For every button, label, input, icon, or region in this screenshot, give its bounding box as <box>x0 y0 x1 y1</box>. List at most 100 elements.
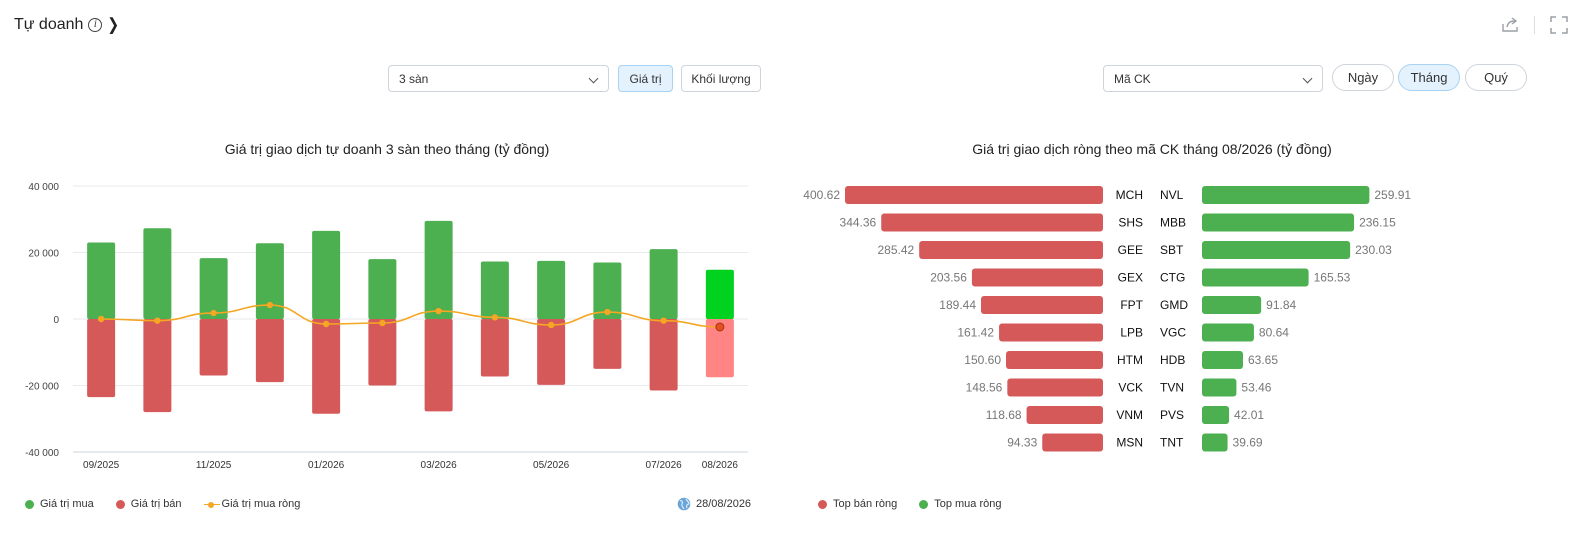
legend-label-buy: Giá trị mua <box>40 498 94 510</box>
buy-value-label: 80.64 <box>1259 326 1289 340</box>
sell-ticker-label: SHS <box>1118 216 1143 230</box>
ticker-select[interactable]: Mã CK <box>1103 65 1323 92</box>
legend-dot-top-buy <box>919 499 929 509</box>
monthly-trading-chart: 40 000 20 000 0 -20 000 -40 000 09/2025 11/202… <box>25 182 748 471</box>
sell-bar <box>971 268 1103 287</box>
sell-bar <box>593 319 622 369</box>
y-tick-label: 20 000 <box>28 249 59 260</box>
x-tick-label: 03/2026 <box>421 460 458 471</box>
sell-ticker-label: VNM <box>1116 408 1143 422</box>
date-stamp: 28/08/2026 <box>677 497 751 511</box>
sell-bar <box>312 319 341 414</box>
sell-value-label: 94.33 <box>1007 436 1037 450</box>
net-point <box>210 309 217 317</box>
buy-bar <box>593 262 622 319</box>
legend-item-net[interactable]: Giá trị mua ròng <box>203 498 301 510</box>
buy-value-label: 91.84 <box>1266 298 1296 312</box>
sell-bar <box>999 323 1103 342</box>
buy-bar <box>537 260 566 319</box>
buy-bar <box>1202 296 1262 314</box>
legend-item-sell[interactable]: Giá trị bán <box>115 498 182 510</box>
sell-bar <box>424 319 453 412</box>
x-tick-label: 09/2025 <box>83 460 120 471</box>
sell-value-label: 344.36 <box>840 216 877 230</box>
sell-ticker-label: HTM <box>1117 353 1143 367</box>
sell-value-label: 118.68 <box>986 408 1022 422</box>
quarter-button[interactable]: Quý <box>1465 64 1527 91</box>
buy-ticker-label: PVS <box>1160 408 1184 422</box>
sell-value-label: 150.60 <box>964 353 1001 367</box>
legend-item-top-buy[interactable]: Top mua ròng <box>919 498 1001 510</box>
left-chart-title: Giá trị giao dịch tự doanh 3 sàn theo th… <box>224 141 550 157</box>
globe-icon <box>677 497 691 511</box>
buy-bar <box>1202 406 1230 424</box>
chevron-right-icon[interactable]: ❯ <box>107 15 120 35</box>
month-button[interactable]: Tháng <box>1398 64 1460 91</box>
legend-label-net: Giá trị mua ròng <box>221 498 301 510</box>
buy-bar <box>1202 378 1237 397</box>
buy-bar <box>143 228 172 319</box>
buy-bar <box>1202 241 1351 259</box>
legend-dot-sell <box>115 499 125 509</box>
fullscreen-icon[interactable] <box>1549 15 1569 35</box>
sell-value-label: 203.56 <box>930 271 967 285</box>
legend-label-top-sell: Top bán ròng <box>833 498 898 510</box>
exchange-select[interactable]: 3 sàn <box>388 65 609 92</box>
volume-button[interactable]: Khối lượng <box>681 65 761 92</box>
buy-bar <box>1202 433 1228 452</box>
legend-line-net <box>203 500 220 508</box>
page-title-group[interactable]: Tự doanh i ❯ <box>14 15 120 35</box>
page-title: Tự doanh <box>14 16 84 33</box>
info-icon[interactable]: i <box>88 18 103 32</box>
sell-ticker-label: FPT <box>1120 298 1143 312</box>
sell-ticker-label: GEE <box>1118 243 1143 257</box>
sell-bar <box>1042 433 1103 452</box>
buy-ticker-label: NVL <box>1160 188 1184 202</box>
buy-bar <box>1202 351 1243 369</box>
sell-bar <box>649 319 678 391</box>
day-button[interactable]: Ngày <box>1332 64 1394 91</box>
net-point <box>547 321 555 329</box>
buy-ticker-label: VGC <box>1160 326 1186 340</box>
buy-ticker-label: TVN <box>1160 381 1184 395</box>
legend-dot-top-sell <box>818 499 827 509</box>
legend-label-sell: Giá trị bán <box>130 498 182 510</box>
net-line <box>101 304 720 328</box>
sell-bar <box>919 241 1103 259</box>
sell-bar <box>368 319 397 386</box>
sell-bar <box>1007 378 1103 397</box>
legend-label-top-buy: Top mua ròng <box>934 498 1002 510</box>
y-tick-label: -40 000 <box>25 448 59 459</box>
net-by-ticker-chart: 400.62 MCH NVL 259.91 344.36 SHS MBB 236.15 285.… <box>803 186 1411 452</box>
x-tick-label: 08/2026 <box>702 460 739 471</box>
buy-ticker-label: TNT <box>1160 436 1184 450</box>
buy-ticker-label: SBT <box>1160 243 1184 257</box>
sell-ticker-label: VCK <box>1118 381 1143 395</box>
x-tick-label: 01/2026 <box>308 460 345 471</box>
sell-bar <box>981 296 1103 314</box>
sell-bar <box>143 319 172 413</box>
sell-bar <box>199 319 228 376</box>
buy-bar <box>312 230 341 319</box>
buy-ticker-label: GMD <box>1160 298 1188 312</box>
net-point <box>604 308 611 316</box>
buy-bar <box>1202 323 1254 342</box>
sell-value-label: 285.42 <box>877 243 914 257</box>
y-tick-label: 40 000 <box>28 182 59 193</box>
sell-bar <box>705 319 734 378</box>
sell-bar <box>537 319 566 385</box>
buy-ticker-label: CTG <box>1160 271 1185 285</box>
share-icon[interactable] <box>1500 15 1520 35</box>
buy-value-label: 39.69 <box>1233 436 1263 450</box>
top-actions <box>1500 15 1569 35</box>
buy-bar <box>649 249 678 319</box>
sell-ticker-label: MCH <box>1116 188 1143 202</box>
legend-item-buy[interactable]: Giá trị mua <box>25 498 94 510</box>
left-legend: Giá trị mua Giá trị bán Giá trị mua ròng <box>25 498 322 510</box>
buy-bar <box>87 242 116 319</box>
net-point <box>491 314 499 321</box>
value-button[interactable]: Giá trị <box>618 65 673 92</box>
buy-ticker-label: HDB <box>1160 353 1185 367</box>
legend-item-top-sell[interactable]: Top bán ròng <box>818 498 897 510</box>
chevron-down-icon <box>588 73 599 84</box>
